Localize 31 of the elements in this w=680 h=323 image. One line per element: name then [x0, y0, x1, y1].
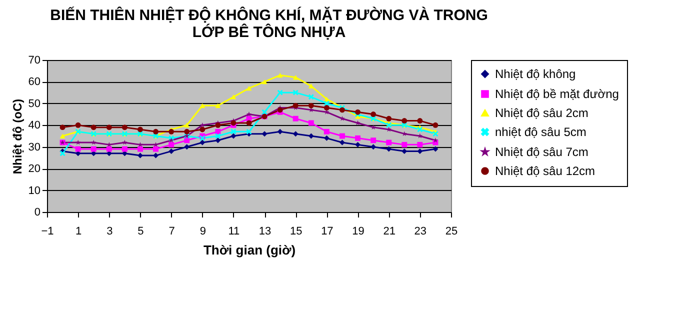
x-axis-title: Thời gian (giờ)	[203, 242, 296, 258]
x-tick-label: 15	[290, 226, 302, 238]
y-axis-title: Nhiệt độ (oC)	[10, 98, 24, 174]
legend-label: Nhiệt độ không	[495, 67, 576, 81]
x-tick-label: 7	[168, 226, 175, 238]
x-tick-label: 17	[321, 226, 334, 238]
x-tick-label: 9	[200, 226, 206, 238]
y-tick-label: 0	[34, 206, 40, 218]
y-tick-label: 30	[28, 141, 40, 154]
legend-label: Nhiệt độ sâu 7cm	[495, 145, 588, 159]
x-tick-label: 19	[352, 226, 364, 238]
x-tick-label: 1	[76, 226, 82, 238]
legend-label: Nhiệt độ sâu 12cm	[495, 164, 596, 178]
x-tick-label: 25	[445, 226, 458, 238]
y-tick-label: 50	[28, 98, 40, 110]
x-tick-label: −1	[41, 226, 54, 238]
x-tick-label: 13	[258, 226, 272, 238]
y-tick-label: 20	[28, 163, 40, 176]
x-tick-label: 11	[228, 226, 240, 238]
y-tick-label: 70	[28, 54, 40, 66]
chart-title: BIẾN THIÊN NHIỆT ĐỘ KHÔNG KHÍ, MẶT ĐƯỜNG VÀ TRONG LỚP BÊ TÔNG NHỰA	[50, 6, 488, 41]
legend-label: Nhiệt độ bề mặt đường	[495, 87, 619, 101]
y-tick-label: 60	[28, 76, 40, 88]
x-tick-label: 21	[383, 226, 396, 238]
legend-label: Nhiệt độ sâu 2cm	[495, 106, 588, 120]
y-tick-label: 10	[28, 184, 40, 197]
x-tick-label: 5	[138, 226, 144, 238]
legend-label: nhiệt độ sâu 5cm	[495, 125, 586, 139]
y-tick-label: 40	[28, 120, 40, 132]
x-tick-label: 23	[414, 226, 427, 238]
x-tick-label: 3	[106, 226, 113, 238]
